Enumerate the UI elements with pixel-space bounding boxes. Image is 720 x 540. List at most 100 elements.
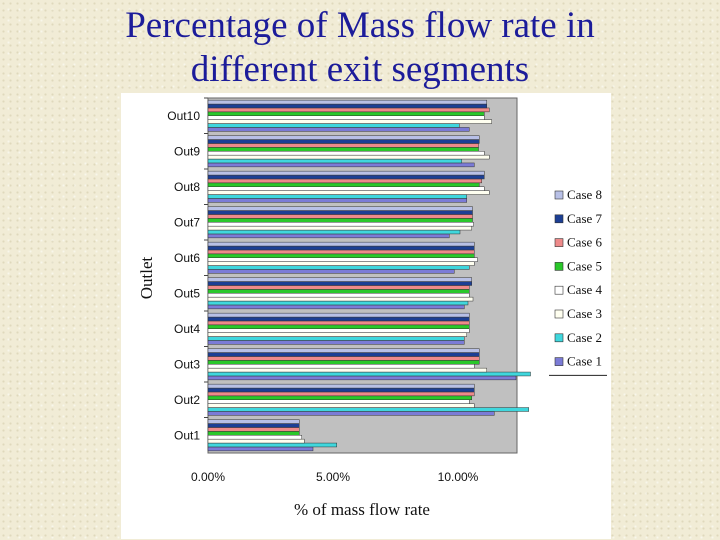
bar-out3-case-2 xyxy=(207,371,531,377)
bar-out8-case-5 xyxy=(207,182,480,188)
bar-out1-case-4 xyxy=(207,435,302,440)
bar-out9-case-4 xyxy=(207,151,485,156)
bar-out7-case-5 xyxy=(207,218,473,223)
bar-out2-case-6 xyxy=(207,391,475,397)
bar-out8-case-7 xyxy=(207,174,485,180)
bar-out8-case-4 xyxy=(207,186,485,191)
y-tick-label-out5: Out5 xyxy=(174,286,200,300)
bars-group xyxy=(207,99,531,452)
y-tick-label-out4: Out4 xyxy=(174,322,200,336)
y-tick-label-out2: Out2 xyxy=(174,393,200,407)
slide-title-line-1: Percentage of Mass flow rate in xyxy=(125,5,595,46)
bar-out7-case-2 xyxy=(207,229,461,235)
bar-out9-case-7 xyxy=(207,139,480,144)
x-tick-label: 10.00% xyxy=(438,470,479,484)
bar-out4-case-8 xyxy=(207,312,470,318)
bar-out10-case-2 xyxy=(207,123,460,128)
bar-out2-case-1 xyxy=(207,411,495,416)
legend-label-case-2: Case 2 xyxy=(567,330,602,345)
bar-out10-case-1 xyxy=(207,127,470,132)
bar-out3-case-5 xyxy=(207,360,480,365)
bar-out1-case-3 xyxy=(207,438,305,444)
legend-label-case-3: Case 3 xyxy=(567,306,602,321)
legend-label-case-1: Case 1 xyxy=(567,354,602,369)
y-tick-label-out6: Out6 xyxy=(174,251,200,265)
legend-swatch-case-5 xyxy=(554,262,564,271)
bar-out6-case-4 xyxy=(207,257,478,262)
bar-out1-case-6 xyxy=(207,427,300,432)
bar-out8-case-8 xyxy=(207,170,485,176)
y-tick-label-out8: Out8 xyxy=(174,180,200,194)
bar-out4-case-7 xyxy=(207,316,470,322)
bar-out9-case-1 xyxy=(207,162,475,168)
legend-swatch-case-1 xyxy=(554,357,564,366)
bar-out5-case-5 xyxy=(207,289,470,294)
bar-out10-case-4 xyxy=(207,115,485,120)
bar-out1-case-2 xyxy=(207,442,337,448)
bar-out9-case-2 xyxy=(207,158,462,164)
bar-out6-case-3 xyxy=(207,261,475,266)
bar-out9-case-8 xyxy=(207,135,480,140)
bar-out6-case-5 xyxy=(207,253,475,259)
legend-label-case-5: Case 5 xyxy=(567,258,602,273)
y-axis-title: Outlet xyxy=(137,256,156,299)
legend-label-case-8: Case 8 xyxy=(567,187,602,202)
x-axis: 0.00% 5.00% 10.00% xyxy=(191,470,479,484)
legend-swatch-case-3 xyxy=(554,309,564,319)
bar-out1-case-8 xyxy=(207,419,300,424)
bar-out2-case-8 xyxy=(207,383,475,389)
bar-out6-case-6 xyxy=(207,249,475,255)
bar-out3-case-4 xyxy=(207,364,475,369)
bar-out10-case-3 xyxy=(207,119,492,124)
bar-out4-case-4 xyxy=(207,328,470,333)
bar-out9-case-5 xyxy=(207,147,479,152)
bar-out10-case-6 xyxy=(207,107,490,113)
bar-out10-case-8 xyxy=(207,99,487,105)
bar-out2-case-4 xyxy=(207,399,470,404)
bar-out6-case-7 xyxy=(207,245,475,251)
bar-out5-case-3 xyxy=(207,296,474,302)
x-tick-label: 0.00% xyxy=(191,470,225,484)
bar-out9-case-3 xyxy=(207,154,490,160)
bar-out1-case-7 xyxy=(207,423,300,428)
legend-swatch-case-7 xyxy=(554,214,564,224)
bar-out8-case-2 xyxy=(207,194,467,199)
bar-out7-case-6 xyxy=(207,214,473,219)
bar-out6-case-1 xyxy=(207,269,455,274)
bar-out7-case-4 xyxy=(207,222,474,227)
y-axis: Out1 Out2 Out3 Out4 Out5 Out6 Out7 Out8 Out9 Out1… xyxy=(167,97,208,442)
legend-label-case-7: Case 7 xyxy=(567,211,603,226)
bar-out7-case-7 xyxy=(207,210,473,215)
y-tick-label-out7: Out7 xyxy=(174,215,200,229)
bar-out4-case-5 xyxy=(207,324,470,330)
bar-out5-case-7 xyxy=(207,281,472,286)
bar-out3-case-7 xyxy=(207,352,480,357)
bar-out2-case-3 xyxy=(207,403,475,408)
bar-out10-case-7 xyxy=(207,103,487,109)
bar-out4-case-3 xyxy=(207,332,467,337)
bar-out5-case-6 xyxy=(207,285,470,290)
bar-out7-case-3 xyxy=(207,225,472,231)
bar-out8-case-1 xyxy=(207,198,467,203)
legend-label-case-6: Case 6 xyxy=(567,235,603,250)
bar-out9-case-6 xyxy=(207,143,479,148)
legend-swatch-case-6 xyxy=(554,238,564,247)
bar-out5-case-1 xyxy=(207,304,465,310)
y-tick-label-out9: Out9 xyxy=(174,144,200,158)
bar-out6-case-8 xyxy=(207,241,475,247)
bar-out3-case-3 xyxy=(207,367,487,373)
bar-out7-case-8 xyxy=(207,206,473,211)
bar-out4-case-1 xyxy=(207,340,465,345)
legend-label-case-4: Case 4 xyxy=(567,282,603,297)
y-tick-label-out1: Out1 xyxy=(174,428,200,442)
y-tick-label-out10: Out10 xyxy=(167,109,200,123)
slide-title-line-2: different exit segments xyxy=(190,49,530,90)
bar-out2-case-7 xyxy=(207,387,475,393)
bar-out2-case-2 xyxy=(207,407,529,412)
bar-out5-case-4 xyxy=(207,293,470,298)
bar-out5-case-8 xyxy=(207,277,472,282)
legend-swatch-case-4 xyxy=(554,285,564,295)
legend: Case 8 Case 7 Case 6 Case 5 Case 4 Case 3 Case… xyxy=(549,187,607,376)
x-axis-title: % of mass flow rate xyxy=(294,500,430,519)
